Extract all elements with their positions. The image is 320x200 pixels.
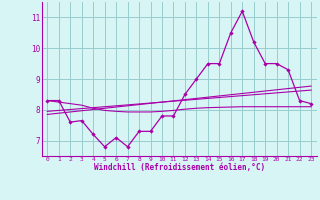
X-axis label: Windchill (Refroidissement éolien,°C): Windchill (Refroidissement éolien,°C) (94, 163, 265, 172)
